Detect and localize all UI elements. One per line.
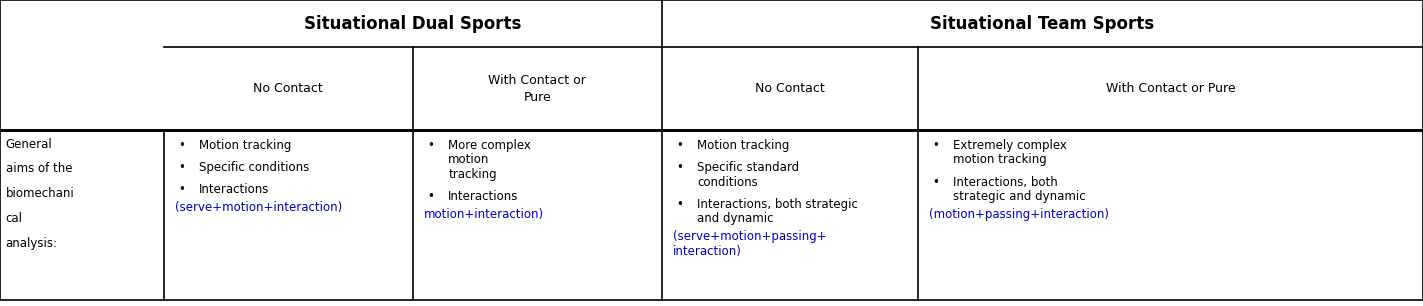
Text: •: • bbox=[178, 183, 185, 196]
Text: Specific standard: Specific standard bbox=[697, 161, 800, 174]
Text: •: • bbox=[676, 198, 683, 211]
Text: •: • bbox=[932, 139, 939, 151]
Text: strategic and dynamic: strategic and dynamic bbox=[953, 190, 1086, 203]
Text: conditions: conditions bbox=[697, 176, 758, 188]
Text: Motion tracking: Motion tracking bbox=[199, 139, 292, 151]
Text: No Contact: No Contact bbox=[754, 82, 825, 95]
Text: •: • bbox=[178, 139, 185, 151]
Text: More complex: More complex bbox=[448, 139, 531, 151]
Text: Interactions, both: Interactions, both bbox=[953, 176, 1059, 188]
Text: •: • bbox=[676, 139, 683, 151]
Text: •: • bbox=[932, 176, 939, 188]
Text: (motion+passing+interaction): (motion+passing+interaction) bbox=[929, 208, 1109, 221]
Text: •: • bbox=[427, 190, 434, 203]
Text: Interactions: Interactions bbox=[199, 183, 269, 196]
Text: •: • bbox=[427, 139, 434, 151]
Text: motion: motion bbox=[448, 153, 490, 166]
Text: Interactions: Interactions bbox=[448, 190, 518, 203]
Text: Extremely complex: Extremely complex bbox=[953, 139, 1067, 151]
Text: Interactions, both strategic: Interactions, both strategic bbox=[697, 198, 858, 211]
Text: Specific conditions: Specific conditions bbox=[199, 161, 309, 174]
Text: Situational Dual Sports: Situational Dual Sports bbox=[305, 15, 521, 33]
Text: cal: cal bbox=[6, 212, 23, 225]
Text: With Contact or
Pure: With Contact or Pure bbox=[488, 74, 586, 104]
Text: (serve+motion+interaction): (serve+motion+interaction) bbox=[175, 201, 343, 214]
Text: Situational Team Sports: Situational Team Sports bbox=[931, 15, 1154, 33]
Text: tracking: tracking bbox=[448, 168, 497, 181]
Text: motion tracking: motion tracking bbox=[953, 153, 1047, 166]
Text: •: • bbox=[178, 161, 185, 174]
Text: General: General bbox=[6, 138, 53, 151]
Text: aims of the: aims of the bbox=[6, 162, 73, 175]
Text: No Contact: No Contact bbox=[253, 82, 323, 95]
Text: Motion tracking: Motion tracking bbox=[697, 139, 790, 151]
Text: and dynamic: and dynamic bbox=[697, 212, 774, 226]
Text: •: • bbox=[676, 161, 683, 174]
Text: With Contact or Pure: With Contact or Pure bbox=[1106, 82, 1235, 95]
Text: analysis:: analysis: bbox=[6, 237, 58, 249]
Text: biomechani: biomechani bbox=[6, 187, 74, 200]
Text: (serve+motion+passing+: (serve+motion+passing+ bbox=[673, 230, 827, 243]
Text: motion+interaction): motion+interaction) bbox=[424, 208, 544, 221]
Text: interaction): interaction) bbox=[673, 245, 741, 258]
